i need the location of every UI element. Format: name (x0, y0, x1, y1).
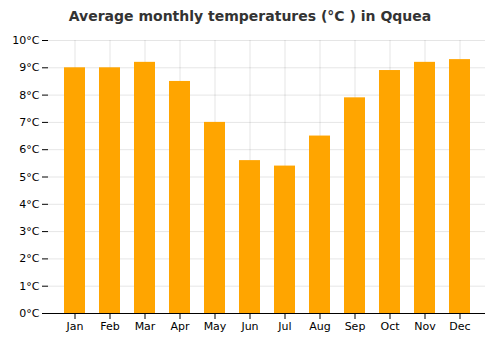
svg-text:Sep: Sep (345, 320, 366, 333)
svg-text:10°C: 10°C (12, 34, 39, 47)
svg-text:9°C: 9°C (19, 61, 39, 74)
svg-text:1°C: 1°C (19, 280, 39, 293)
svg-text:Mar: Mar (135, 320, 156, 333)
svg-text:Aug: Aug (309, 320, 330, 333)
svg-text:Dec: Dec (449, 320, 470, 333)
svg-text:2°C: 2°C (19, 252, 39, 265)
svg-text:8°C: 8°C (19, 89, 39, 102)
svg-text:Jan: Jan (66, 320, 84, 333)
svg-text:Nov: Nov (414, 320, 436, 333)
svg-text:Apr: Apr (170, 320, 190, 333)
svg-text:6°C: 6°C (19, 143, 39, 156)
html-text:Average monthly temperatures (: Average monthly temperatures (°C ) in Qq… (68, 8, 432, 24)
svg-text:Oct: Oct (380, 320, 400, 333)
svg-text:Jul: Jul (277, 320, 291, 333)
svg-text:0°C: 0°C (19, 307, 39, 320)
svg-text:Jun: Jun (240, 320, 258, 333)
svg-text:7°C: 7°C (19, 116, 39, 129)
svg-text:Feb: Feb (100, 320, 119, 333)
svg-text:4°C: 4°C (19, 198, 39, 211)
svg-text:3°C: 3°C (19, 225, 39, 238)
svg-text:May: May (204, 320, 227, 333)
svg-text:5°C: 5°C (19, 171, 39, 184)
